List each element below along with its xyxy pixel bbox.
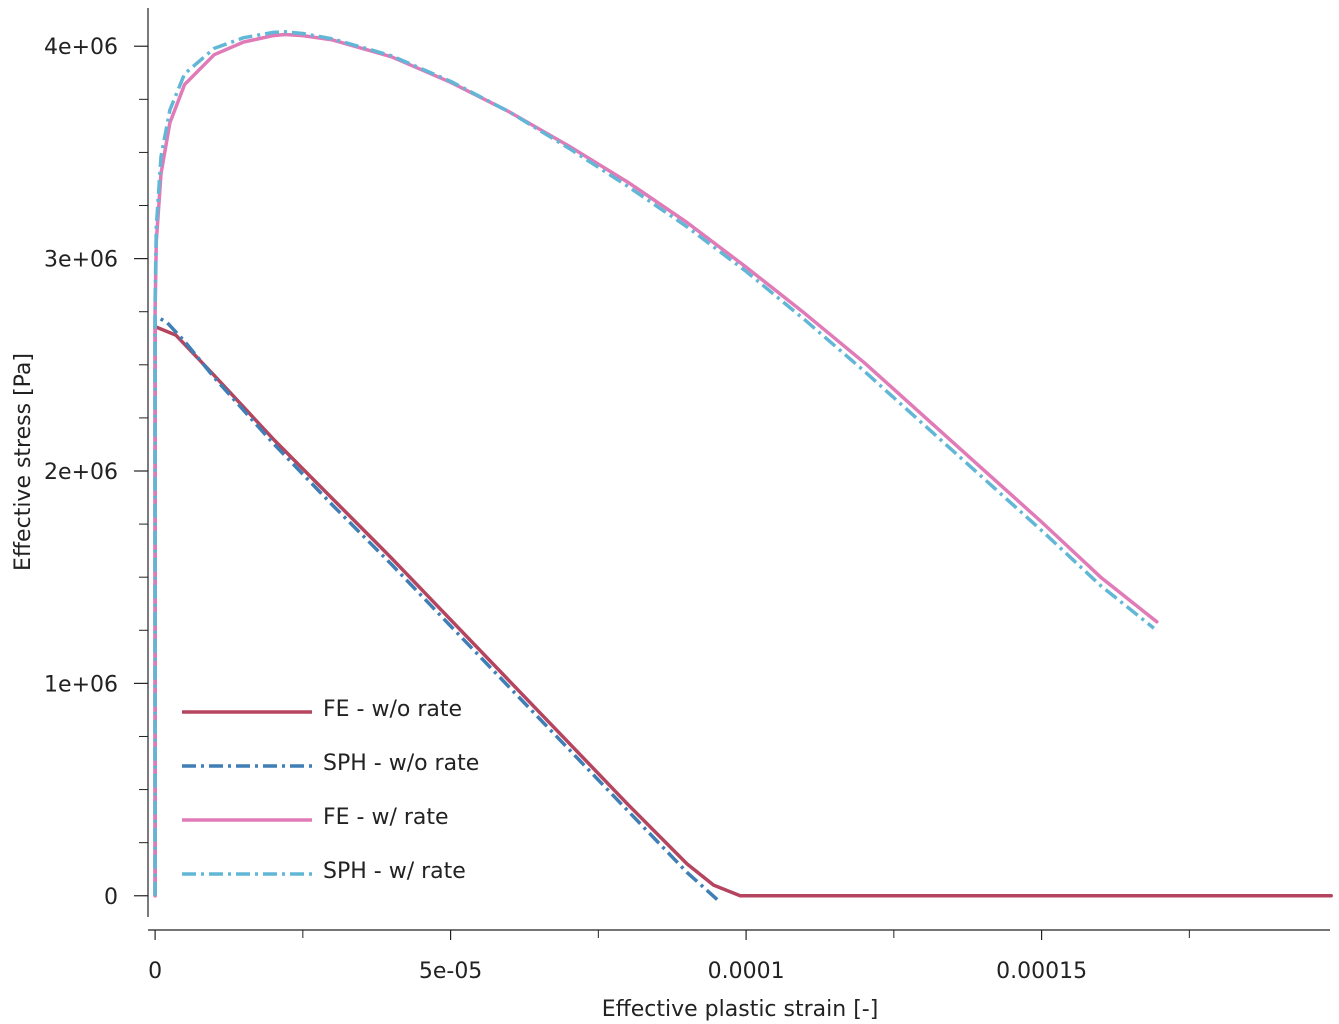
series-line-1 [153,324,1333,898]
x-tick-label: 0.0001 [708,959,785,984]
axes: 0 5e-05 0.0001 0.00015 0 1e+06 2e+06 3e+06 4e+0… [11,8,1330,1022]
x-tick-label: 5e-05 [419,959,482,984]
series-line-2 [153,314,719,902]
legend-label: SPH - w/ rate [323,859,466,884]
legend-label: FE - w/o rate [323,697,462,722]
x-tick-label: 0.00015 [996,959,1087,984]
y-tick-label: 2e+06 [44,460,118,485]
x-ticks: 0 5e-05 0.0001 0.00015 [148,930,1190,984]
y-tick-label: 4e+06 [44,35,118,60]
x-axis-title: Effective plastic strain [-] [602,997,879,1022]
legend: FE - w/o rate SPH - w/o rate FE - w/ rate S… [182,697,479,884]
series-layer [153,30,1333,902]
legend-label: FE - w/ rate [323,805,449,830]
y-ticks: 0 1e+06 2e+06 3e+06 4e+06 [44,35,148,910]
legend-label: SPH - w/o rate [323,751,479,776]
y-axis-title: Effective stress [Pa] [11,353,36,571]
series-line-3 [153,32,1159,898]
series-line-4 [153,30,1155,896]
y-tick-label: 0 [104,885,118,910]
y-tick-label: 3e+06 [44,248,118,273]
y-tick-label: 1e+06 [44,672,118,697]
x-tick-label: 0 [148,959,162,984]
